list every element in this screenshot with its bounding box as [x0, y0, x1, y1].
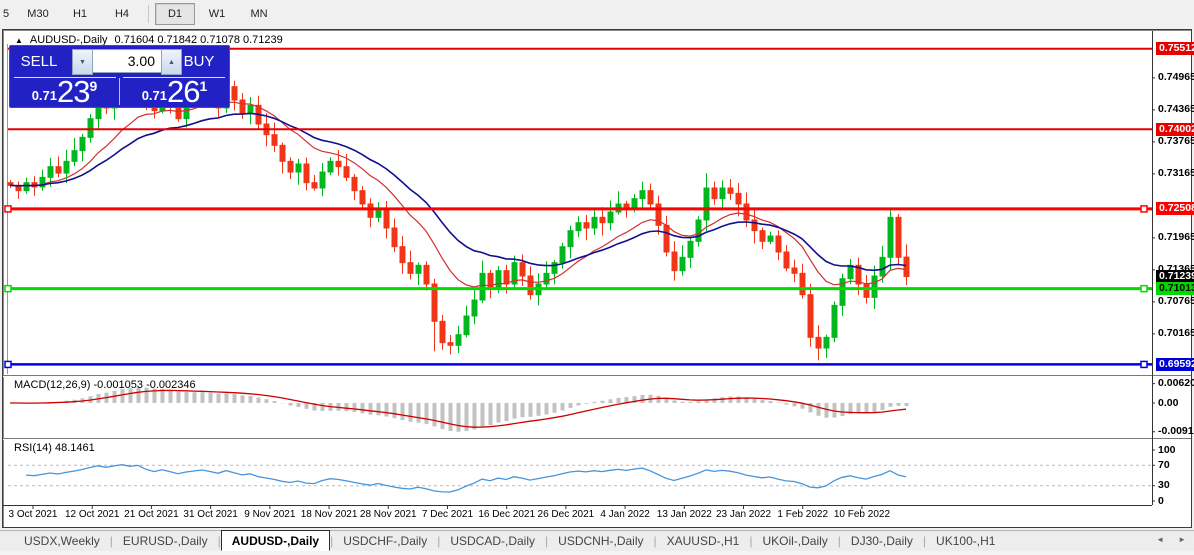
timeframe-button-h1[interactable]: H1	[72, 8, 88, 20]
collapse-arrow-icon[interactable]: ▲	[15, 35, 23, 45]
sell-price-sup: 9	[89, 78, 98, 94]
timeframe-button-w1[interactable]: W1	[208, 8, 226, 20]
chart-tab-xauusd-h1[interactable]: XAUUSD-,H1	[666, 534, 740, 548]
chart-symbol-title: AUDUSD-,Daily	[29, 34, 108, 46]
timeframe-button-mn[interactable]: MN	[250, 8, 268, 20]
buy-underline	[123, 77, 225, 78]
tab-separator: |	[109, 534, 113, 548]
date-label: 7 Dec 2021	[421, 509, 474, 520]
chart-tab-eurusd-daily[interactable]: EURUSD-,Daily	[122, 534, 208, 548]
buy-price-small: 0.71	[141, 88, 168, 103]
date-label: 4 Jan 2022	[600, 509, 650, 520]
volume-increase-button[interactable]: ▲	[161, 49, 182, 75]
chart-ohlc-values: 0.71604 0.71842 0.71078 0.71239	[114, 34, 283, 46]
timeframe-button-m30[interactable]: M30	[27, 8, 49, 20]
tab-separator: |	[330, 534, 334, 548]
indicator-axis-label: 30	[1158, 479, 1170, 492]
timeframe-button-h4[interactable]: H4	[114, 8, 130, 20]
toolbar-divider	[148, 5, 149, 23]
date-label: 3 Oct 2021	[8, 509, 58, 520]
chart-tab-usdx-weekly[interactable]: USDX,Weekly	[24, 534, 100, 548]
sell-price-button[interactable]: 0.71 23 9	[10, 74, 119, 109]
chart-tab-dj30-daily[interactable]: DJ30-,Daily	[850, 534, 913, 548]
tab-separator: |	[749, 534, 753, 548]
price-axis-tick: 0.74965	[1158, 71, 1194, 84]
date-label: 21 Oct 2021	[124, 509, 179, 520]
date-label: 13 Jan 2022	[656, 509, 712, 520]
chart-tab-audusd-daily[interactable]: AUDUSD-,Daily	[220, 529, 331, 551]
chart-tab-uk100-h1[interactable]: UK100-,H1	[936, 534, 996, 548]
date-label: 9 Nov 2021	[244, 509, 296, 520]
rsi-indicator-label: RSI(14) 48.1461	[14, 442, 95, 454]
price-axis-tick: 0.71965	[1158, 231, 1194, 244]
tab-separator: |	[437, 534, 441, 548]
timeframe-button-d1[interactable]: D1	[155, 3, 195, 25]
status-bar	[0, 551, 1194, 555]
volume-decrease-button[interactable]: ▼	[72, 49, 93, 75]
timeframe-toolbar: 5 M30 H1 H4 D1 W1 MN	[0, 0, 1194, 28]
tab-separator: |	[922, 534, 927, 548]
date-label: 16 Dec 2021	[478, 509, 536, 520]
price-axis-badge: 0.72508	[1156, 202, 1194, 216]
price-axis-badge: 0.75512	[1156, 42, 1194, 56]
price-axis-tick: 0.74365	[1158, 103, 1194, 116]
panel-divider	[119, 78, 120, 105]
chart-tab-usdcnh-daily[interactable]: USDCNH-,Daily	[558, 534, 644, 548]
date-label: 18 Nov 2021	[300, 509, 358, 520]
buy-price-button[interactable]: 0.71 26 1	[120, 74, 229, 109]
tab-scroll-arrows: ◄ ►	[1156, 535, 1186, 544]
chart-tab-usdcad-daily[interactable]: USDCAD-,Daily	[450, 534, 536, 548]
tab-separator: |	[653, 534, 657, 548]
one-click-trade-panel: SELL ▼ 3.00 ▲ BUY 0.71 23 9 0.71 26 1	[9, 45, 230, 108]
price-axis-tick: 0.73765	[1158, 135, 1194, 148]
volume-input[interactable]: 3.00	[93, 49, 161, 73]
date-label: 23 Jan 2022	[715, 509, 772, 520]
timeframe-button-5[interactable]: 5	[2, 8, 10, 20]
price-axis-badge: 0.71013	[1156, 282, 1194, 296]
indicator-axis-label: 0	[1158, 494, 1164, 507]
sell-button[interactable]: SELL	[20, 52, 58, 70]
date-label: 1 Feb 2022	[777, 509, 829, 520]
volume-group: ▼ 3.00 ▲	[72, 49, 182, 75]
macd-indicator-label: MACD(12,26,9) -0.001053 -0.002346	[14, 379, 196, 391]
price-axis-badge: 0.74002	[1156, 122, 1194, 136]
date-label: 12 Oct 2021	[64, 509, 120, 520]
buy-price-sup: 1	[199, 78, 208, 94]
date-label: 26 Dec 2021	[537, 509, 595, 520]
price-axis-tick: 0.70765	[1158, 295, 1194, 308]
indicator-axis-label: -0.009197	[1158, 425, 1194, 438]
buy-price-big: 26	[167, 74, 200, 109]
tab-scroll-right-icon[interactable]: ►	[1178, 535, 1186, 544]
chart-tab-usdchf-daily[interactable]: USDCHF-,Daily	[343, 534, 428, 548]
price-axis-tick: 0.70165	[1158, 327, 1194, 340]
date-label: 28 Nov 2021	[359, 509, 417, 520]
chart-tab-ukoil-daily[interactable]: UKOil-,Daily	[762, 534, 828, 548]
sell-price-small: 0.71	[31, 88, 58, 103]
price-axis-tick: 0.73165	[1158, 167, 1194, 180]
tab-scroll-left-icon[interactable]: ◄	[1156, 535, 1165, 544]
date-label: 31 Oct 2021	[183, 509, 238, 520]
price-axis-badge: 0.71239	[1156, 270, 1194, 284]
chart-title-row: ▲ AUDUSD-,Daily 0.71604 0.71842 0.71078 …	[15, 33, 283, 47]
date-label: 10 Feb 2022	[833, 509, 891, 520]
price-axis-badge: 0.69592	[1156, 357, 1194, 371]
indicator-axis-label: 100	[1158, 443, 1176, 456]
indicator-axis-label: 0.00	[1158, 396, 1179, 409]
indicator-axis-label: 70	[1158, 458, 1170, 471]
indicator-axis-label: 0.006201	[1158, 377, 1194, 390]
sell-underline	[14, 77, 116, 78]
tab-separator: |	[217, 534, 221, 548]
tab-separator: |	[837, 534, 841, 548]
trade-panel-top-row: SELL ▼ 3.00 ▲ BUY	[10, 46, 229, 77]
chart-tab-bar: USDX,Weekly | EURUSD-,Daily | AUDUSD-,Daily |…	[0, 529, 1194, 551]
buy-button[interactable]: BUY	[183, 52, 215, 70]
sell-price-big: 23	[57, 74, 90, 109]
tab-separator: |	[545, 534, 549, 548]
